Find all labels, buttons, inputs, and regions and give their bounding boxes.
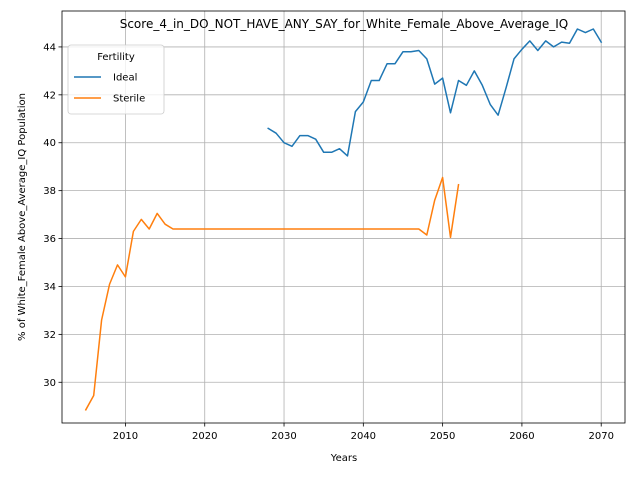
legend-box <box>67 44 165 115</box>
x-tick-label: 2050 <box>430 431 455 442</box>
x-tick-label: 2010 <box>113 431 138 442</box>
y-tick-label: 42 <box>43 90 56 101</box>
y-axis-label: % of White_Female Above_Average_IQ Popul… <box>17 93 28 341</box>
y-tick-label: 44 <box>43 42 56 53</box>
x-tick-label: 2070 <box>588 431 613 442</box>
series-line-ideal <box>267 28 603 157</box>
x-tick-label: 2030 <box>271 431 296 442</box>
x-tick-label: 2040 <box>351 431 376 442</box>
series-line-sterile <box>84 176 460 411</box>
series-lines <box>84 28 603 411</box>
x-tick-label: 2020 <box>192 431 217 442</box>
grid <box>62 11 625 423</box>
legend-label-sterile: Sterile <box>113 94 145 105</box>
legend-label-ideal: Ideal <box>113 73 137 84</box>
y-tick-label: 30 <box>43 378 56 389</box>
y-tick-label: 40 <box>43 138 56 149</box>
legend-title: Fertility <box>97 52 135 63</box>
x-axis-label: Years <box>330 453 357 464</box>
y-tick-label: 38 <box>43 186 56 197</box>
chart-title: Score_4_in_DO_NOT_HAVE_ANY_SAY_for_White… <box>120 17 569 31</box>
y-tick-label: 32 <box>43 330 56 341</box>
y-tick-label: 34 <box>43 282 56 293</box>
plot-frame <box>61 10 626 424</box>
y-tick-label: 36 <box>43 234 56 245</box>
x-tick-label: 2060 <box>509 431 534 442</box>
legend: Fertility Ideal Sterile <box>67 44 165 115</box>
axis-ticks: 2010 2020 2030 2040 2050 2060 2070 30 32 34 36 38 40… <box>43 42 614 442</box>
